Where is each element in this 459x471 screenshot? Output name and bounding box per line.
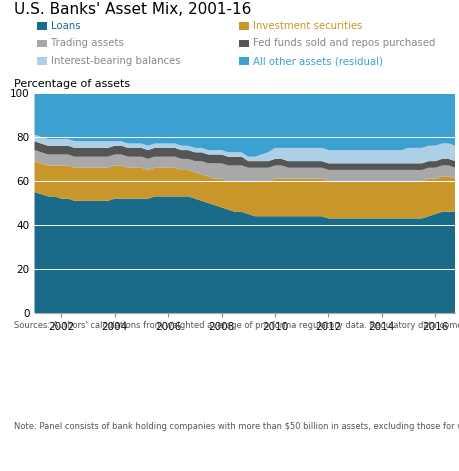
Text: Investment securities: Investment securities [252,21,362,31]
Text: Trading assets: Trading assets [50,38,123,49]
Text: Interest-bearing balances: Interest-bearing balances [50,56,180,66]
Text: Loans: Loans [50,21,80,31]
Text: Percentage of assets: Percentage of assets [14,80,129,89]
Text: U.S. Banks' Asset Mix, 2001-16: U.S. Banks' Asset Mix, 2001-16 [14,2,251,17]
Text: Note: Panel consists of bank holding companies with more than $50 billion in ass: Note: Panel consists of bank holding com… [14,422,459,430]
Text: All other assets (residual): All other assets (residual) [252,56,382,66]
Text: Sources: Authors' calculations from weighted average of pro forma regulatory dat: Sources: Authors' calculations from weig… [14,321,459,330]
Text: Fed funds sold and repos purchased: Fed funds sold and repos purchased [252,38,434,49]
